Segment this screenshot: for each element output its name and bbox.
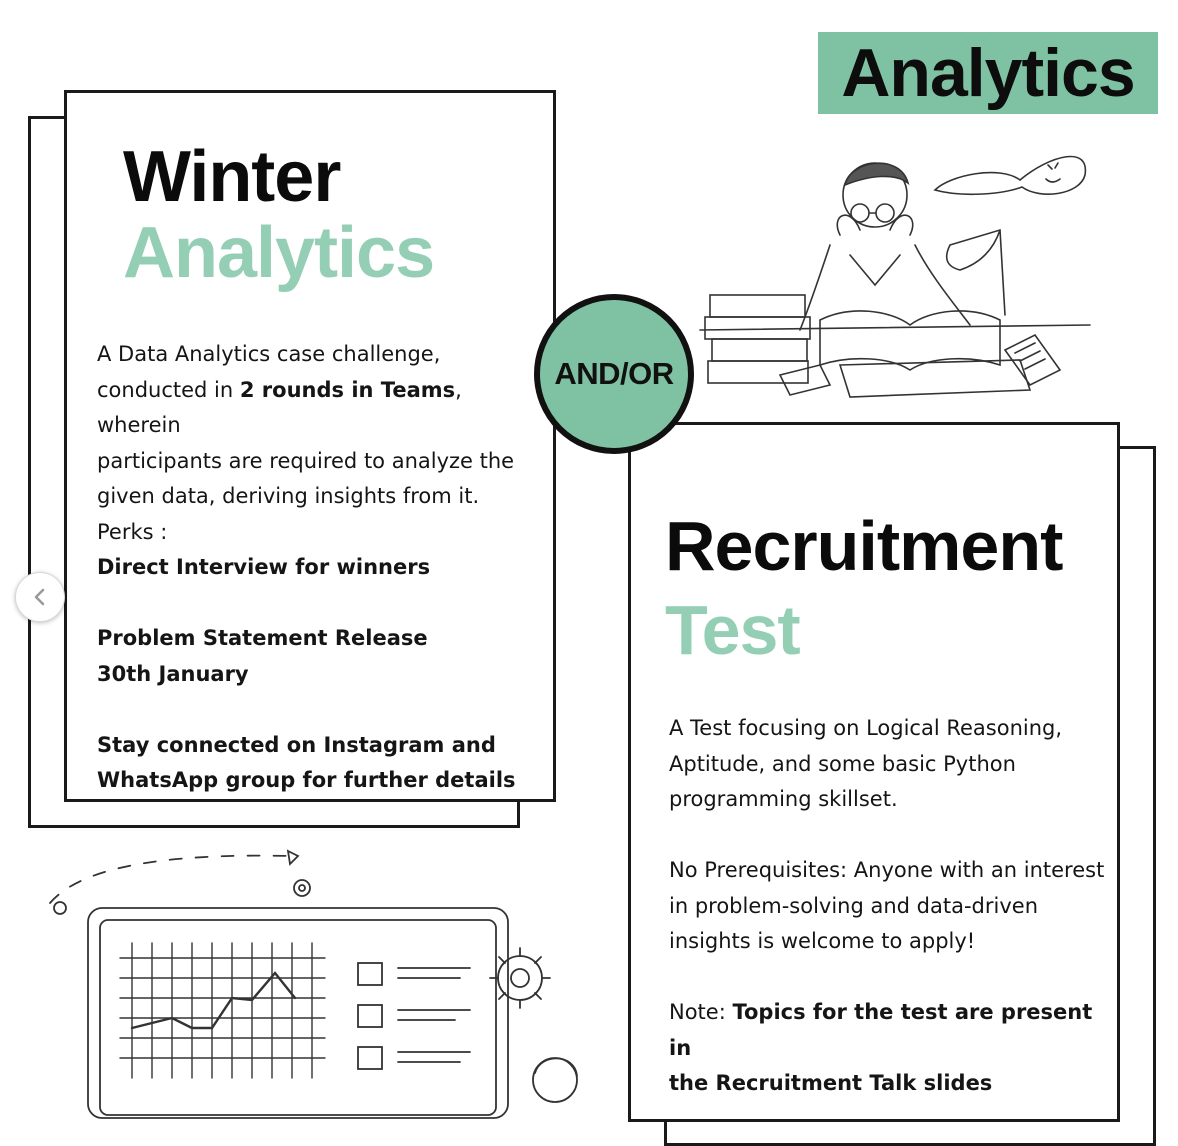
contact-line: WhatsApp group for further details: [97, 763, 547, 799]
card-title-winter: Winter: [123, 135, 340, 219]
card-title-analytics: Analytics: [123, 211, 434, 295]
desc-line: participants are required to analyze the: [97, 444, 547, 480]
release-date: 30th January: [97, 657, 547, 693]
carousel-prev-button[interactable]: [15, 572, 65, 622]
desc-line: conducted in 2 rounds in Teams, wherein: [97, 373, 547, 444]
recruitment-test-card: Recruitment Test A Test focusing on Logi…: [628, 422, 1120, 1122]
and-or-connector: AND/OR: [534, 294, 694, 454]
desc-line: given data, deriving insights from it.: [97, 479, 547, 515]
desc-line: Aptitude, and some basic Python: [669, 747, 1119, 783]
card-title-recruitment: Recruitment: [665, 505, 1062, 587]
dashboard-chart-illustration: [40, 848, 600, 1110]
desc-line: A Data Analytics case challenge,: [97, 337, 547, 373]
contact-line: Stay connected on Instagram and: [97, 728, 547, 764]
prereq-line: insights is welcome to apply!: [669, 924, 1119, 960]
recruitment-test-description: A Test focusing on Logical Reasoning, Ap…: [669, 711, 1119, 1102]
note-line: the Recruitment Talk slides: [669, 1066, 1119, 1102]
release-label: Problem Statement Release: [97, 621, 547, 657]
note-line: Note: Topics for the test are present in: [669, 995, 1119, 1066]
studying-person-illustration: [700, 135, 1100, 420]
chevron-left-icon: [30, 587, 50, 607]
desc-line: programming skillset.: [669, 782, 1119, 818]
desc-line: A Test focusing on Logical Reasoning,: [669, 711, 1119, 747]
prereq-line: in problem-solving and data-driven: [669, 889, 1119, 925]
winter-analytics-card: Winter Analytics A Data Analytics case c…: [64, 90, 556, 802]
winter-analytics-description: A Data Analytics case challenge, conduct…: [97, 337, 547, 799]
analytics-badge: Analytics: [818, 32, 1158, 114]
card-title-test: Test: [665, 589, 800, 671]
perks-value: Direct Interview for winners: [97, 550, 547, 586]
prereq-line: No Prerequisites: Anyone with an interes…: [669, 853, 1119, 889]
perks-label: Perks :: [97, 515, 547, 551]
